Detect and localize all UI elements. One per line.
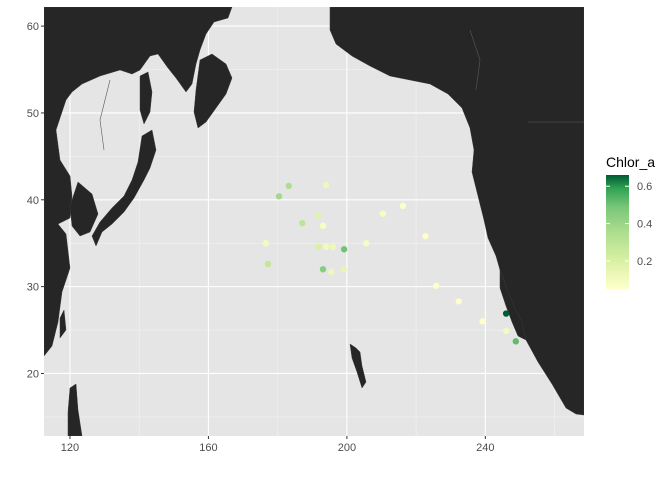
landmass-taiwan — [59, 309, 67, 339]
data-point — [328, 268, 335, 276]
landmass-asia — [44, 7, 233, 357]
landmass-korea — [69, 181, 99, 237]
data-point — [399, 202, 407, 210]
land-masses — [44, 7, 584, 436]
observation-points — [262, 181, 520, 345]
data-point — [329, 243, 337, 250]
data-point — [299, 220, 306, 227]
data-point — [319, 222, 327, 230]
data-point — [322, 181, 330, 189]
data-point — [502, 327, 510, 335]
data-point — [340, 266, 347, 273]
data-point — [379, 210, 387, 217]
x-tick-label: 200 — [338, 442, 356, 454]
y-tick-label: 60 — [27, 21, 39, 33]
data-point — [340, 246, 348, 253]
data-point — [479, 318, 486, 325]
y-tick-label: 30 — [27, 282, 39, 294]
x-axis: 120 160 200 240 — [61, 436, 495, 454]
data-point — [512, 338, 520, 345]
landmass-philippines — [67, 383, 83, 436]
data-point — [262, 240, 270, 247]
coastline-details — [99, 29, 584, 151]
y-tick-label: 50 — [27, 108, 39, 120]
legend-tick-label: 0.6 — [637, 181, 652, 193]
x-tick-label: 240 — [476, 442, 494, 454]
y-tick-label: 20 — [27, 368, 39, 380]
data-point — [432, 282, 440, 289]
legend-tick-label: 0.2 — [637, 256, 652, 268]
data-point — [455, 298, 462, 305]
landmass-japan — [91, 129, 157, 247]
data-point — [275, 193, 283, 200]
data-point — [502, 310, 510, 317]
legend: Chlor_a 0.2 0.4 0.6 — [606, 154, 655, 289]
landmass-north-america — [329, 7, 584, 416]
data-point — [319, 266, 327, 273]
landmass-baja — [499, 269, 527, 341]
landmass-sakhalin — [139, 71, 153, 125]
x-tick-label: 120 — [61, 442, 79, 454]
x-tick-label: 160 — [199, 442, 217, 454]
data-point — [285, 182, 292, 190]
landmass-kamchatka — [193, 53, 233, 129]
data-point — [422, 233, 429, 240]
landmass-hawaii — [349, 343, 367, 389]
legend-colorbar — [606, 175, 629, 289]
legend-ticks: 0.2 0.4 0.6 — [606, 181, 652, 268]
data-point — [264, 260, 272, 268]
data-point — [315, 212, 322, 219]
data-point — [322, 243, 330, 250]
data-point — [315, 243, 322, 250]
y-axis: 20 30 40 50 60 — [27, 21, 44, 380]
data-point — [363, 240, 370, 247]
legend-tick-label: 0.4 — [637, 219, 652, 231]
legend-title: Chlor_a — [606, 154, 655, 170]
y-tick-label: 40 — [27, 195, 39, 207]
